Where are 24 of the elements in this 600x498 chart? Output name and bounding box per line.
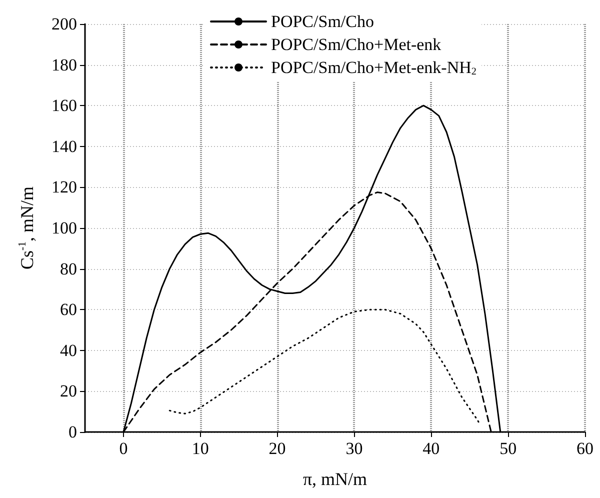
- y-tick-label: 60: [60, 300, 77, 320]
- y-tick-label: 160: [52, 96, 77, 116]
- y-tick-label: 20: [60, 382, 77, 401]
- x-tick-label: 50: [500, 439, 517, 458]
- y-tick-label: 80: [60, 259, 77, 278]
- legend-label: POPC/Sm/Cho: [271, 12, 374, 31]
- legend-label: POPC/Sm/Cho+Met-enk-NH2: [271, 58, 476, 78]
- x-tick-label: 40: [422, 439, 440, 458]
- x-axis-title: π, mN/m: [302, 469, 368, 489]
- x-tick-label: 60: [576, 439, 594, 458]
- y-tick-label: 40: [60, 340, 77, 360]
- line-series: [168, 308, 480, 425]
- x-tick-label: 10: [192, 439, 209, 458]
- y-tick-label: 100: [52, 218, 77, 238]
- y-tick-label: 120: [52, 178, 77, 197]
- y-axis-title: Cs-1, mN/m: [16, 186, 37, 270]
- y-tick-label: 200: [52, 14, 77, 34]
- legend-label: POPC/Sm/Cho+Met-enk: [271, 35, 442, 54]
- x-tick-label: 20: [268, 439, 286, 458]
- y-tick-label: 140: [52, 136, 77, 156]
- x-tick-label: 0: [119, 439, 128, 458]
- x-tick-label: 30: [346, 439, 363, 458]
- y-tick-label: 0: [68, 422, 77, 442]
- y-tick-label: 180: [52, 55, 77, 74]
